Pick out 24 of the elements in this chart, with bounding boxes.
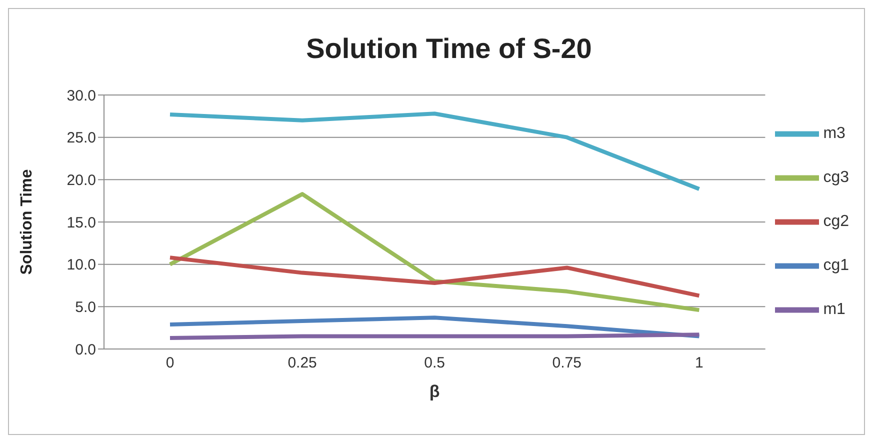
legend-label: cg3 [823,168,849,186]
y-tick-label: 10.0 [66,256,96,274]
chart-title: Solution Time of S-20 [305,33,593,65]
x-tick-label: 0.25 [288,354,317,372]
legend-label: cg2 [823,212,849,230]
x-tick-label: 0 [166,354,174,372]
y-tick-label: 15.0 [66,214,96,232]
line-series [168,256,702,298]
legend-label: m3 [823,124,846,142]
y-axis-title: Solution Time [18,169,36,275]
line-series [168,316,702,338]
x-tick-label: 1 [695,354,704,372]
x-tick-label: 0.5 [424,354,446,372]
legend-label: cg1 [823,256,849,274]
y-tick-label: 0.0 [75,341,96,358]
y-tick-label: 25.0 [66,130,96,147]
y-tick-label: 5.0 [75,298,96,316]
legend-label: m1 [823,300,846,318]
y-tick-label: 20.0 [66,172,96,189]
x-axis-title: β [429,382,440,401]
y-tick-label: 30.0 [66,87,96,104]
x-tick-label: 0.75 [552,354,582,372]
line-series [168,112,702,191]
line-series [168,192,702,312]
